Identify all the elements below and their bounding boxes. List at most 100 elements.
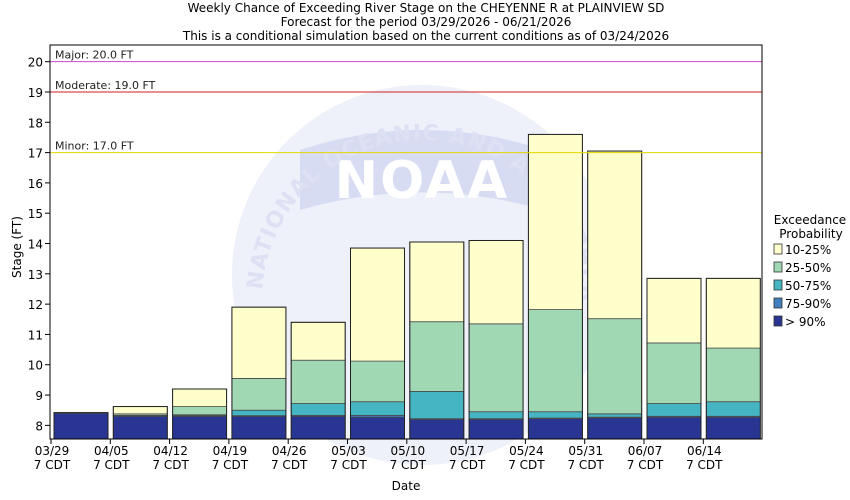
bar-segment-25-50-06-14 [705, 347, 761, 403]
bar-segment-90-05-24 [528, 418, 583, 440]
legend-label-4: > 90% [785, 315, 826, 329]
bar-segment-90-05-31 [587, 417, 643, 440]
bar-segment-10-25-04-05 [112, 406, 168, 415]
thresholds-group: Major: 20.0 FT Moderate: 19.0 FT Minor: 17… [50, 49, 762, 154]
bar-segment-50-75-05-24 [528, 411, 583, 419]
x-tick-label-04-19: 04/19 [213, 444, 248, 458]
y-tick-label-9: 9 [35, 389, 43, 403]
bar-segment-25-50-05-17 [468, 323, 524, 413]
bar-segment-25-50-04-19 [231, 377, 287, 411]
x-tick-label-04-05: 04/05 [94, 444, 129, 458]
bar-segment-25-50-04-12 [172, 406, 228, 416]
bar-segment-90-06-07 [646, 416, 702, 440]
x-tick-sublabel-04-19: 7 CDT [212, 458, 249, 472]
bar-segment-90-04-05 [112, 415, 168, 440]
x-tick-label-05-17: 05/17 [450, 444, 485, 458]
x-tick-sublabel-05-24: 7 CDT [508, 458, 545, 472]
bar-segment-10-25-04-26 [290, 321, 346, 361]
legend-swatch-4 [773, 315, 783, 327]
legend-label-2: 50-75% [785, 279, 831, 293]
x-tick-sublabel-03-29: 7 CDT [34, 458, 71, 472]
bar-segment-10-25-05-10 [409, 241, 465, 323]
y-tick-label-16: 16 [28, 177, 43, 191]
bar-segment-10-25-04-19 [231, 306, 287, 379]
legend-swatch-1 [773, 261, 783, 273]
bar-segment-10-25-05-03 [350, 247, 405, 362]
bar-segment-50-75-04-26 [290, 403, 346, 416]
bar-segment-25-50-05-31 [587, 318, 643, 415]
x-tick-label-04-26: 04/26 [272, 444, 307, 458]
threshold-label-0: Major: 20.0 FT [55, 49, 134, 62]
x-tick-sublabel-05-03: 7 CDT [330, 458, 367, 472]
bar-segment-10-25-04-12 [172, 388, 228, 407]
x-tick-sublabel-04-12: 7 CDT [152, 458, 189, 472]
x-tick-sublabel-06-14: 7 CDT [686, 458, 723, 472]
x-tick-label-04-12: 04/12 [153, 444, 188, 458]
bar-segment-10-25-06-07 [646, 277, 702, 344]
legend-swatch-2 [773, 279, 783, 291]
x-tick-sublabel-06-07: 7 CDT [627, 458, 664, 472]
x-tick-label-05-10: 05/10 [391, 444, 426, 458]
bar-segment-90-05-17 [468, 418, 524, 440]
threshold-label-2: Minor: 17.0 FT [55, 140, 134, 153]
bar-segment-50-75-06-14 [705, 401, 761, 417]
bar-segment-25-50-04-26 [290, 359, 346, 404]
y-axis-label: Stage (FT) [10, 216, 24, 278]
x-tick-sublabel-05-31: 7 CDT [567, 458, 604, 472]
bar-segment-90-06-14 [705, 416, 761, 440]
legend-swatch-3 [773, 297, 783, 309]
legend-title-line-1: Exceedance [774, 213, 846, 227]
bar-segment-50-75-05-17 [468, 411, 524, 420]
chart-title: Weekly Chance of Exceeding River Stage o… [188, 1, 665, 15]
bar-segment-10-25-05-31 [587, 150, 643, 320]
threshold-label-1: Moderate: 19.0 FT [55, 79, 156, 92]
bar-segment-90-04-19 [231, 415, 287, 440]
bar-segment-90-04-12 [172, 415, 228, 440]
bar-segment-50-75-05-03 [350, 401, 405, 416]
y-tick-label-12: 12 [28, 298, 43, 312]
x-tick-sublabel-04-05: 7 CDT [93, 458, 130, 472]
bar-segment-50-75-05-31 [587, 413, 643, 418]
x-tick-label-05-31: 05/31 [568, 444, 603, 458]
x-tick-label-05-03: 05/03 [331, 444, 366, 458]
y-tick-label-15: 15 [28, 207, 43, 221]
x-tick-sublabel-05-17: 7 CDT [449, 458, 486, 472]
bar-segment-25-50-06-07 [646, 342, 702, 404]
legend-title-line-2: Probability [779, 227, 842, 241]
y-tick-label-13: 13 [28, 268, 43, 282]
bar-segment-90-04-26 [290, 415, 346, 440]
bar-segment-25-50-05-03 [350, 360, 405, 403]
bar-segment-90-05-10 [409, 418, 465, 440]
bar-segment-50-75-04-19 [231, 409, 287, 417]
bar-segment-10-25-05-17 [468, 240, 524, 325]
x-axis-label: Date [392, 479, 421, 493]
bar-segment-25-50-05-10 [409, 321, 465, 392]
y-tick-label-8: 8 [35, 419, 43, 433]
bar-segment-10-25-06-14 [705, 277, 761, 349]
x-tick-label-03-29: 03/29 [35, 444, 70, 458]
bar-segment-50-75-06-07 [646, 403, 702, 417]
legend-swatch-0 [773, 243, 783, 255]
y-tick-label-11: 11 [28, 328, 43, 342]
y-tick-label-10: 10 [28, 359, 43, 373]
y-tick-label-19: 19 [28, 86, 43, 100]
x-tick-label-05-24: 05/24 [509, 444, 544, 458]
bar-segment-90-05-03 [350, 416, 405, 440]
y-tick-label-14: 14 [28, 238, 43, 252]
svg-text:NOAA: NOAA [335, 151, 510, 211]
chart-subtitle: Forecast for the period 03/29/2026 - 06/… [281, 15, 572, 29]
x-tick-label-06-14: 06/14 [687, 444, 722, 458]
y-tick-label-20: 20 [28, 56, 43, 70]
bar-segment-10-25-05-24 [528, 134, 583, 310]
y-tick-label-17: 17 [28, 147, 43, 161]
y-tick-label-18: 18 [28, 116, 43, 130]
bar-segment-25-50-05-24 [528, 309, 583, 413]
bar-segment-50-75-05-10 [409, 391, 465, 420]
bars-group [53, 133, 761, 440]
chart-subtitle-2: This is a conditional simulation based o… [182, 29, 669, 43]
legend-label-1: 25-50% [785, 261, 831, 275]
bar-segment-90-03-29 [53, 412, 109, 440]
